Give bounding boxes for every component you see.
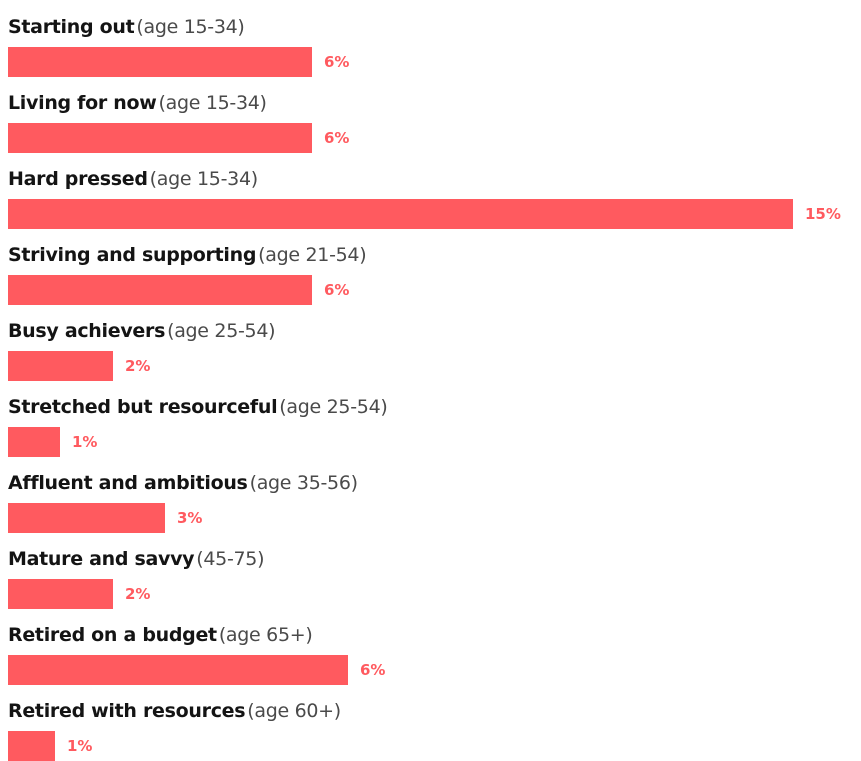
bar (8, 123, 312, 153)
chart-row: Affluent and ambitious (age 35-56) 3% (8, 456, 853, 533)
value-label: 2% (125, 585, 151, 603)
value-label: 15% (805, 205, 841, 223)
segment-name: Stretched but resourceful (8, 396, 278, 418)
segment-age-range: (age 25-54) (279, 396, 388, 418)
category-label: Hard pressed (age 15-34) (8, 166, 258, 192)
segment-age-range: (age 15-34) (158, 92, 267, 114)
bar (8, 47, 312, 77)
category-label: Starting out (age 15-34) (8, 14, 245, 40)
segment-age-range: (age 60+) (247, 700, 341, 722)
bar (8, 199, 793, 229)
bar (8, 579, 113, 609)
chart-row: Busy achievers (age 25-54) 2% (8, 304, 853, 381)
value-label: 6% (360, 661, 386, 679)
category-label: Busy achievers (age 25-54) (8, 318, 276, 344)
bar (8, 351, 113, 381)
category-label: Striving and supporting (age 21-54) (8, 242, 367, 268)
segment-age-range: (age 35-56) (249, 472, 358, 494)
value-label: 6% (324, 53, 350, 71)
category-label: Retired on a budget (age 65+) (8, 622, 313, 648)
bar (8, 731, 55, 761)
segment-name: Hard pressed (8, 168, 148, 190)
segment-age-range: (age 15-34) (136, 16, 245, 38)
chart-row: Starting out (age 15-34) 6% (8, 0, 853, 77)
chart-row: Retired with resources (age 60+) 1% (8, 684, 853, 761)
segment-age-range: (age 21-54) (258, 244, 367, 266)
bar (8, 427, 60, 457)
chart-row: Striving and supporting (age 21-54) 6% (8, 228, 853, 305)
chart-row: Hard pressed (age 15-34) 15% (8, 152, 853, 229)
segment-name: Retired on a budget (8, 624, 217, 646)
value-label: 1% (72, 433, 98, 451)
chart-row: Retired on a budget (age 65+) 6% (8, 608, 853, 685)
segment-name: Affluent and ambitious (8, 472, 248, 494)
segment-age-range: (age 25-54) (167, 320, 276, 342)
value-label: 6% (324, 129, 350, 147)
bar (8, 503, 165, 533)
segment-name: Retired with resources (8, 700, 246, 722)
category-label: Living for now (age 15-34) (8, 90, 267, 116)
bar (8, 655, 348, 685)
segment-name: Striving and supporting (8, 244, 257, 266)
value-label: 3% (177, 509, 203, 527)
category-label: Mature and savvy (45-75) (8, 546, 265, 572)
value-label: 1% (67, 737, 93, 755)
segment-name: Starting out (8, 16, 135, 38)
segment-name: Mature and savvy (8, 548, 195, 570)
segment-age-range: (45-75) (196, 548, 265, 570)
value-label: 2% (125, 357, 151, 375)
segment-name: Busy achievers (8, 320, 166, 342)
category-label: Retired with resources (age 60+) (8, 698, 341, 724)
chart-row: Mature and savvy (45-75) 2% (8, 532, 853, 609)
chart-row: Living for now (age 15-34) 6% (8, 76, 853, 153)
category-label: Stretched but resourceful (age 25-54) (8, 394, 388, 420)
bar (8, 275, 312, 305)
segment-age-range: (age 65+) (218, 624, 313, 646)
category-label: Affluent and ambitious (age 35-56) (8, 470, 358, 496)
segment-name: Living for now (8, 92, 157, 114)
chart-row: Stretched but resourceful (age 25-54) 1% (8, 380, 853, 457)
segment-age-range: (age 15-34) (149, 168, 258, 190)
value-label: 6% (324, 281, 350, 299)
